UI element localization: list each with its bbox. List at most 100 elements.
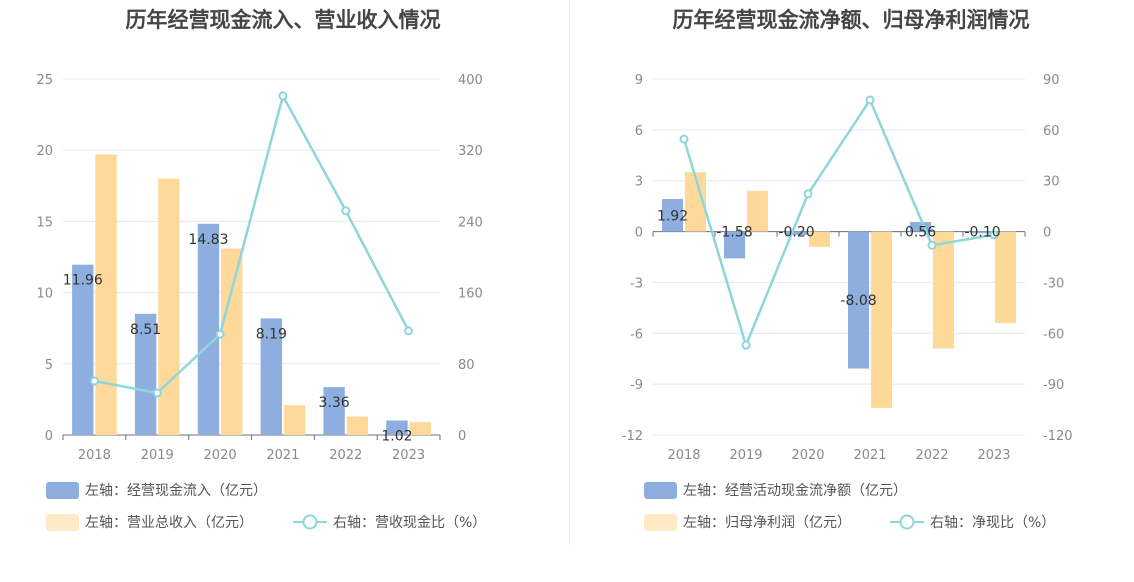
bar-2021-s0: [260, 318, 282, 435]
legend-line-icon: [890, 514, 924, 530]
chart-svg-left: 25 400 20 320 15 240 10 160 5 80 0 0 2018 2019 2020 202…: [36, 73, 483, 463]
bar-2018-s0: [72, 264, 94, 435]
x-tick-label: 2021: [266, 448, 299, 463]
y-tick-label-right: 400: [458, 73, 483, 88]
legend-item-left-bar1[interactable]: 左轴：经营现金流入（亿元）: [46, 480, 267, 500]
bar-2023-s1: [409, 422, 431, 435]
data-label-2023: -0.10: [964, 225, 1000, 241]
legend-label: 左轴：营业总收入（亿元）: [85, 515, 253, 531]
bar-2022-s1: [932, 231, 955, 349]
legend-swatch-orange: [644, 513, 677, 531]
data-label-2022: 0.56: [905, 225, 936, 241]
bar-2020-s0: [197, 223, 220, 435]
y-tick-label-right: -120: [1043, 429, 1073, 444]
y-tick-label-right: 60: [1043, 124, 1060, 139]
legend-label: 左轴：归母净利润（亿元）: [683, 515, 851, 531]
x-tick-label: 2019: [141, 448, 174, 463]
y-tick-label-left: 9: [635, 73, 643, 88]
bar-2020-s1: [221, 248, 243, 435]
y-tick-label-left: -9: [630, 378, 643, 393]
x-tick-label: 2020: [791, 448, 824, 463]
chart-title-right: 历年经营现金流净额、归母净利润情况: [672, 8, 1030, 32]
chart-panel-left: 历年经营现金流入、营业收入情况 25 400 20 320 15 240 10 160 5 80 0…: [0, 0, 566, 582]
data-label-2021: 8.19: [256, 326, 287, 342]
legend-swatch-blue: [46, 481, 79, 499]
legend-item-left-line[interactable]: 右轴：营收现金比（%）: [293, 512, 486, 532]
y-tick-label-left: 0: [635, 226, 643, 241]
bar-2021-s1: [283, 405, 306, 435]
y-tick-label-left: 6: [635, 124, 643, 139]
bar-2022-s1: [346, 416, 369, 435]
data-label-2019: 8.51: [130, 322, 161, 338]
x-tick-label: 2022: [915, 448, 948, 463]
legend-label: 左轴：经营活动现金流净额（亿元）: [683, 483, 907, 499]
legend-item-left-bar2[interactable]: 左轴：营业总收入（亿元）: [46, 512, 253, 532]
legend-item-right-line[interactable]: 右轴：净现比（%）: [890, 512, 1055, 532]
line-point-2018: [89, 376, 99, 386]
line-point-2021: [278, 91, 288, 101]
y-tick-label-right: 240: [458, 215, 483, 230]
data-label-2018: 11.96: [63, 273, 103, 289]
line-point-2019: [741, 340, 751, 350]
x-tick-label: 2019: [729, 448, 762, 463]
y-tick-label-right: -30: [1043, 276, 1064, 291]
data-label-2020: 14.83: [188, 232, 228, 248]
y-tick-label-right: 30: [1043, 175, 1060, 190]
x-tick-label: 2022: [329, 448, 362, 463]
data-label-2023: 1.02: [381, 428, 412, 444]
chart-panel-right: 历年经营现金流净额、归母净利润情况 9 90 6 60 3 30 0 0 -3 -30 -6 -60 -…: [568, 0, 1134, 582]
bar-2020-s0: [785, 231, 808, 235]
legend-label: 右轴：营收现金比（%）: [333, 515, 487, 531]
y-tick-label-left: -12: [622, 429, 643, 444]
bar-2018-s1: [684, 172, 707, 232]
bar-2020-s1: [808, 231, 831, 247]
y-tick-label-right: 0: [1043, 226, 1051, 241]
bar-2018-s0: [661, 199, 684, 232]
x-tick-label: 2023: [392, 448, 425, 463]
line-point-2023: [404, 326, 414, 336]
line-point-2022: [341, 206, 351, 216]
line-point-2023: [989, 230, 999, 240]
data-label-2020: -0.20: [778, 225, 814, 241]
x-tick-label: 2020: [204, 448, 237, 463]
bar-2018-s1: [95, 154, 117, 436]
line-series: [94, 92, 410, 395]
legend-label: 右轴：净现比（%）: [930, 515, 1056, 531]
bar-2019-s1: [746, 190, 769, 232]
y-tick-label-left: 15: [36, 215, 53, 230]
x-tick-label: 2018: [78, 448, 111, 463]
bar-2021-s0: [847, 231, 870, 369]
legend-line-icon: [293, 514, 327, 530]
legend-item-right-bar2[interactable]: 左轴：归母净利润（亿元）: [644, 512, 851, 532]
bar-2023-s1: [994, 231, 1017, 324]
y-tick-label-right: 320: [458, 144, 483, 159]
y-tick-label-right: 90: [1043, 73, 1060, 88]
data-label-2021: -8.08: [840, 293, 876, 309]
legend-item-right-bar1[interactable]: 左轴：经营活动现金流净额（亿元）: [644, 480, 907, 500]
x-tick-label: 2018: [667, 448, 700, 463]
data-label-2019: -1.58: [716, 225, 752, 241]
panel-divider: [569, 0, 570, 545]
line-point-2020: [215, 329, 225, 339]
y-tick-label-left: 20: [36, 144, 53, 159]
y-tick-label-right: -90: [1043, 378, 1064, 393]
y-tick-label-left: 10: [36, 287, 53, 302]
bar-2019-s0: [134, 313, 157, 435]
chart-title-left: 历年经营现金流入、营业收入情况: [125, 8, 441, 32]
y-tick-label-right: -60: [1043, 327, 1064, 342]
y-tick-label-left: 0: [45, 429, 53, 444]
y-tick-label-right: 80: [458, 358, 475, 373]
bar-2022-s0: [909, 222, 932, 232]
legend-swatch-orange: [46, 513, 79, 531]
line-series: [682, 97, 995, 349]
bar-2023-s0: [971, 231, 994, 234]
bar-2019-s1: [158, 178, 180, 435]
data-label-2022: 3.36: [319, 395, 350, 411]
line-point-2022: [927, 240, 937, 250]
x-tick-label: 2021: [853, 448, 886, 463]
y-tick-label-left: 3: [635, 175, 643, 190]
legend-label: 左轴：经营现金流入（亿元）: [85, 483, 267, 499]
bar-2023-s0: [386, 420, 408, 435]
x-tick-label: 2023: [977, 448, 1010, 463]
bar-2021-s1: [870, 231, 893, 408]
